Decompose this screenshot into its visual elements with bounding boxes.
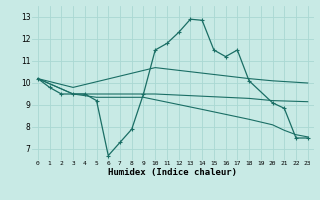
X-axis label: Humidex (Indice chaleur): Humidex (Indice chaleur) (108, 168, 237, 177)
